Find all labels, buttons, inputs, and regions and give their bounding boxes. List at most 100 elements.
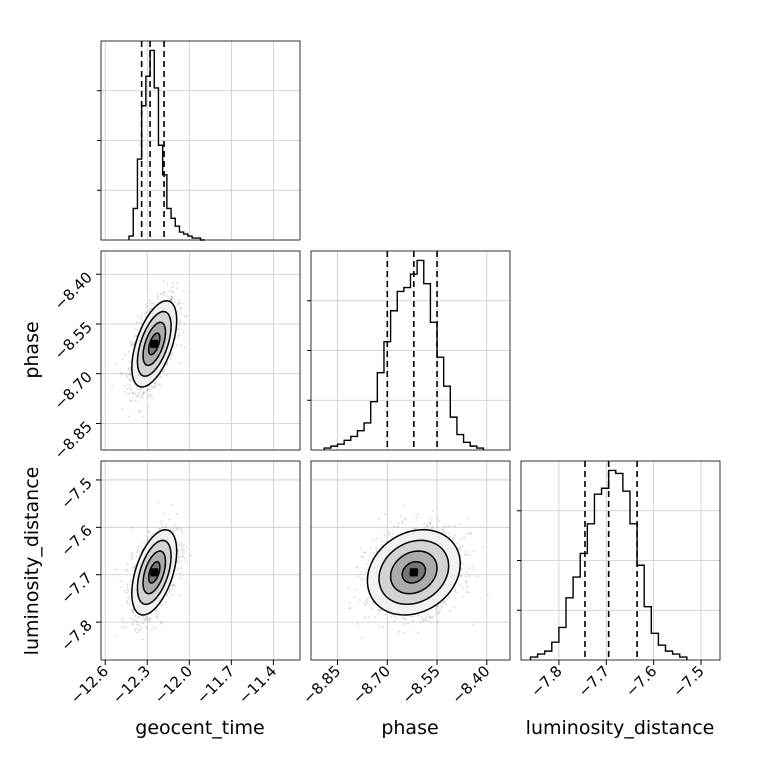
panel-frame-2-1: [310, 460, 511, 661]
scatter-point: [141, 315, 144, 318]
scatter-point: [184, 314, 187, 317]
contour-2: [142, 550, 167, 595]
scatter-point: [129, 341, 132, 344]
hist-bar-luminosity_distance-2: [545, 651, 552, 660]
scatter-point: [143, 391, 146, 394]
scatter-point: [372, 602, 375, 605]
scatter-point: [444, 600, 447, 603]
scatter-point: [166, 282, 169, 285]
x-tick-label-geocent_time-2: −12.0: [151, 662, 196, 707]
scatter-point: [131, 555, 134, 558]
hist-bar-luminosity_distance-4: [559, 627, 566, 660]
scatter-point: [160, 522, 163, 525]
scatter-point: [469, 575, 472, 578]
scatter-point: [401, 521, 404, 524]
scatter-point: [138, 616, 141, 619]
scatter-point: [465, 591, 468, 594]
scatter-point: [176, 303, 179, 306]
hist-panel-luminosity_distance: [517, 460, 721, 661]
scatter-point: [145, 311, 148, 314]
scatter-point: [458, 548, 461, 551]
scatter-point: [125, 373, 128, 376]
scatter-point: [146, 388, 149, 391]
scatter-point: [395, 617, 398, 620]
scatter-point: [460, 574, 463, 577]
scatter-point: [133, 565, 136, 568]
y-tick-label-phase-2: −8.55: [51, 318, 96, 363]
ylabel-phase: phase: [21, 321, 43, 378]
scatter-point: [130, 344, 133, 347]
scatter-point: [170, 295, 173, 298]
scatter-point: [160, 620, 163, 623]
scatter-point: [412, 527, 415, 530]
scatter-point: [139, 551, 142, 554]
scatter-point: [148, 307, 151, 310]
x-tick-label-luminosity_distance-0: −7.8: [527, 662, 565, 700]
scatter-point: [160, 520, 163, 523]
y-tick-label-phase-0: −8.85: [51, 418, 96, 463]
scatter-point: [177, 552, 180, 555]
scatter-point: [472, 623, 475, 626]
density-panel-phase-vs-geocent_time: [100, 250, 301, 451]
hist-bar-luminosity_distance-6: [573, 577, 580, 660]
y-tick-label-luminosity_distance-3: −7.5: [57, 474, 95, 512]
scatter-point: [176, 526, 179, 529]
scatter-point: [153, 385, 156, 388]
scatter-point: [387, 533, 390, 536]
scatter-point: [175, 344, 178, 347]
scatter-point: [414, 527, 417, 530]
scatter-point: [171, 593, 174, 596]
scatter-point: [441, 528, 444, 531]
scatter-point: [134, 392, 137, 395]
scatter-point: [147, 537, 150, 540]
scatter-point: [476, 575, 479, 578]
scatter-point: [128, 603, 131, 606]
scatter-point: [184, 315, 187, 318]
scatter-point: [347, 586, 350, 589]
scatter-point: [141, 322, 144, 325]
scatter-point: [123, 385, 126, 388]
hist-step-luminosity_distance: [529, 469, 688, 660]
scatter-point: [162, 294, 165, 297]
x-tick-label-phase-3: −8.40: [448, 662, 493, 707]
hist-bar-luminosity_distance-1: [538, 654, 545, 660]
scatter-point: [464, 575, 467, 578]
scatter-point: [425, 619, 428, 622]
scatter-point: [367, 559, 370, 562]
scatter-point: [168, 289, 171, 292]
density-panel-luminosity_distance-vs-phase: [310, 460, 511, 661]
scatter-point: [172, 583, 175, 586]
scatter-point: [176, 561, 179, 564]
scatter-point: [460, 568, 463, 571]
scatter-point: [175, 282, 178, 285]
scatter-point: [171, 290, 174, 293]
scatter-point: [130, 399, 133, 402]
scatter-point: [182, 554, 185, 557]
hist-bar-phase-15: [424, 284, 431, 450]
scatter-point: [138, 629, 141, 632]
scatter-point: [136, 621, 139, 624]
y-tick-label-luminosity_distance-2: −7.6: [57, 521, 95, 559]
hist-bar-phase-17: [437, 357, 444, 450]
scatter-point: [429, 616, 432, 619]
scatter-point: [171, 352, 174, 355]
hist-bar-luminosity_distance-11: [609, 470, 616, 660]
scatter-point: [389, 520, 392, 523]
scatter-point: [146, 422, 149, 425]
scatter-point: [129, 374, 132, 377]
scatter-point: [184, 549, 187, 552]
scatter-point: [403, 504, 406, 507]
scatter-point: [460, 537, 463, 540]
scatter-point: [153, 382, 156, 385]
scatter-point: [466, 585, 469, 588]
scatter-point: [135, 321, 138, 324]
scatter-point: [399, 515, 402, 518]
scatter-point: [467, 567, 470, 570]
scatter-point: [457, 547, 460, 550]
xlabel-phase: phase: [381, 717, 438, 739]
scatter-point: [390, 615, 393, 618]
scatter-point: [177, 302, 180, 305]
scatter-point: [459, 584, 462, 587]
scatter-point: [388, 531, 391, 534]
hist-bar-phase-19: [450, 417, 457, 450]
